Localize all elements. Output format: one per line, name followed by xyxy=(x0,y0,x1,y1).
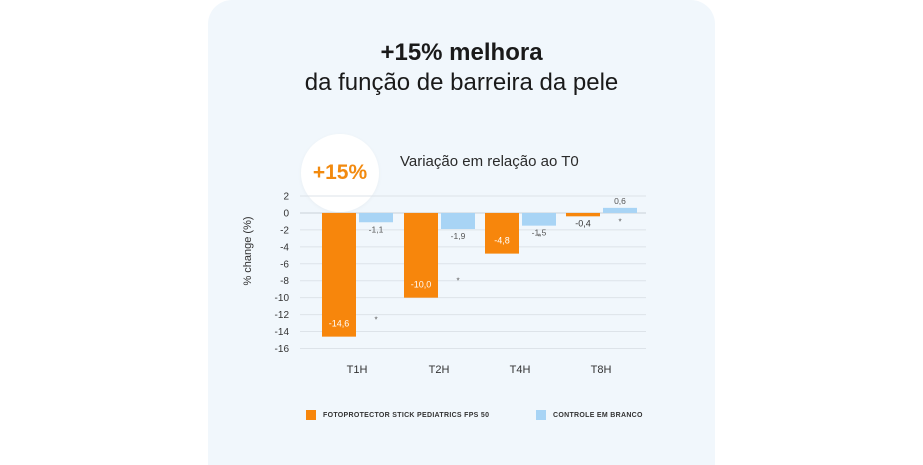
y-tick-label: -6 xyxy=(280,259,289,270)
bar-series-2 xyxy=(603,207,637,213)
y-tick-label: -4 xyxy=(280,242,289,253)
legend-item-series-1: FOTOPROTECTOR STICK PEDIATRICS FPS 50 xyxy=(306,410,489,420)
y-tick-label: -2 xyxy=(280,225,289,236)
bar-series-1 xyxy=(485,212,519,254)
bar-series-2 xyxy=(441,212,475,230)
title-bold: +15% melhora xyxy=(380,39,543,66)
data-label-series-2: -1,1 xyxy=(369,224,384,234)
y-tick-label: -14 xyxy=(275,327,290,338)
y-tick-label: -8 xyxy=(280,276,289,287)
page-title: +15% melhora da função de barreira da pe… xyxy=(208,38,715,98)
legend-item-series-2: CONTROLE EM BRANCO xyxy=(536,410,643,420)
bar-series-1 xyxy=(404,212,438,298)
right-margin xyxy=(715,0,923,465)
y-tick-label: -16 xyxy=(275,344,290,355)
significance-marker: * xyxy=(456,277,459,286)
legend-label-series-2: CONTROLE EM BRANCO xyxy=(553,411,643,419)
data-label-series-2: 0,6 xyxy=(614,196,626,206)
significance-marker: * xyxy=(618,217,621,226)
bar-series-1 xyxy=(566,212,600,217)
data-label-series-1: -4,8 xyxy=(494,236,510,246)
legend-swatch-blue xyxy=(536,410,546,420)
improvement-badge: +15% xyxy=(301,134,379,212)
left-margin xyxy=(0,0,208,465)
x-tick-label: T1H xyxy=(347,364,368,376)
bar-series-2 xyxy=(522,212,556,226)
legend-swatch-orange xyxy=(306,410,316,420)
x-tick-label: T4H xyxy=(510,364,531,376)
data-label-series-2: -1,9 xyxy=(451,231,466,241)
data-label-series-1: -10,0 xyxy=(411,280,432,290)
y-axis-label: % change (%) xyxy=(242,216,254,285)
title-rest: da função de barreira da pele xyxy=(304,69,619,96)
x-tick-label: T8H xyxy=(591,364,612,376)
data-label-series-2: -1,5 xyxy=(532,228,547,238)
y-tick-label: 2 xyxy=(283,192,289,203)
y-tick-label: -10 xyxy=(275,293,290,304)
bar-series-2 xyxy=(359,212,393,223)
data-label-series-1: -14,6 xyxy=(329,319,350,329)
significance-marker: * xyxy=(537,233,540,242)
y-tick-label: 0 xyxy=(283,208,289,219)
chart-card xyxy=(208,0,715,465)
bar-series-1 xyxy=(322,212,356,337)
significance-marker: * xyxy=(374,316,377,325)
legend-label-series-1: FOTOPROTECTOR STICK PEDIATRICS FPS 50 xyxy=(323,411,490,419)
chart-title: Variação em relação ao T0 xyxy=(400,153,579,170)
x-tick-label: T2H xyxy=(429,364,450,376)
y-tick-label: -12 xyxy=(275,310,290,321)
data-label-series-1: -0,4 xyxy=(575,218,591,228)
